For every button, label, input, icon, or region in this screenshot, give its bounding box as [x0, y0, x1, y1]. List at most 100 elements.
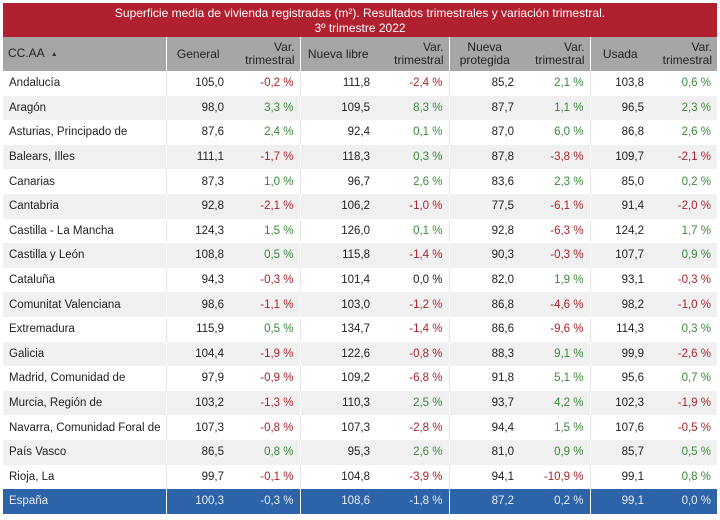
- usada-var: 0,5 %: [650, 439, 717, 465]
- column-header-var-nueva-libre[interactable]: Var. trimestral: [376, 37, 449, 71]
- general-var: -1,9 %: [230, 341, 300, 367]
- nueva-protegida-value: 88,3: [448, 341, 520, 367]
- nueva-libre-value: 101,4: [299, 267, 376, 293]
- usada-var: 0,8 %: [650, 464, 717, 490]
- usada-value: 102,3: [589, 390, 650, 416]
- table-row: Galicia 104,4 -1,9 % 122,6 -0,8 % 88,3 9,1 % 99…: [3, 341, 717, 367]
- nueva-protegida-var: 0,2 %: [520, 489, 590, 514]
- general-value: 86,5: [165, 439, 230, 465]
- nueva-protegida-value: 87,2: [448, 489, 520, 514]
- usada-var: 0,6 %: [650, 71, 717, 96]
- column-header-var-nueva-protegida[interactable]: Var. trimestral: [520, 37, 590, 71]
- region-name: Navarra, Comunidad Foral de: [3, 415, 166, 440]
- general-var: -0,3 %: [230, 489, 300, 514]
- usada-var: 2,3 %: [650, 95, 717, 121]
- table-row: Murcia, Región de 103,2 -1,3 % 110,3 2,5 % 93…: [3, 390, 717, 416]
- column-header-general[interactable]: General: [165, 37, 230, 71]
- nueva-protegida-var: 1,9 %: [520, 267, 590, 293]
- region-name: Aragón: [3, 95, 166, 121]
- nueva-libre-value: 107,3: [299, 415, 376, 440]
- header-row: CC.AA ▲ General Var. trimestral Nueva lib…: [3, 37, 717, 71]
- nueva-libre-var: -1,4 %: [376, 316, 449, 342]
- nueva-protegida-var: 1,5 %: [520, 415, 590, 440]
- table-row: Andalucía 105,0 -0,2 % 111,8 -2,4 % 85,2 2,1 %…: [3, 71, 717, 96]
- usada-var: 0,0 %: [650, 489, 717, 514]
- general-var: -0,2 %: [230, 71, 300, 96]
- nueva-protegida-value: 87,8: [448, 144, 520, 170]
- table-row: País Vasco 86,5 0,8 % 95,3 2,6 % 81,0 0,9 % 85,…: [3, 439, 717, 465]
- header-line: Var.: [423, 40, 444, 54]
- nueva-protegida-var: -3,8 %: [520, 144, 590, 170]
- nueva-protegida-value: 92,8: [448, 218, 520, 244]
- table-row: Castilla y León 108,8 0,5 % 115,8 -1,4 % 90,3…: [3, 243, 717, 268]
- usada-value: 91,4: [589, 193, 650, 219]
- usada-value: 107,6: [589, 415, 650, 440]
- region-name: Galicia: [3, 341, 166, 367]
- region-name: Canarias: [3, 169, 166, 194]
- column-header-nueva-libre[interactable]: Nueva libre: [299, 37, 376, 71]
- column-header-ccaa-label: CC.AA: [8, 46, 45, 60]
- region-name: Comunitat Valenciana: [3, 292, 166, 317]
- nueva-protegida-var: -6,3 %: [520, 218, 590, 244]
- column-header-var-usada[interactable]: Var. trimestral: [650, 37, 717, 71]
- nueva-libre-var: 0,3 %: [376, 144, 449, 170]
- nueva-protegida-var: -6,1 %: [520, 193, 590, 219]
- nueva-protegida-var: 2,1 %: [520, 71, 590, 96]
- header-line: protegida: [459, 53, 510, 67]
- region-name: Asturias, Principado de: [3, 120, 166, 145]
- region-name: Madrid, Comunidad de: [3, 366, 166, 391]
- column-header-ccaa[interactable]: CC.AA ▲: [3, 37, 166, 71]
- column-header-var-general[interactable]: Var. trimestral: [230, 37, 300, 71]
- nueva-protegida-var: 9,1 %: [520, 341, 590, 367]
- general-value: 124,3: [165, 218, 230, 244]
- nueva-protegida-value: 90,3: [448, 243, 520, 268]
- usada-value: 99,9: [589, 341, 650, 367]
- header-line: Var.: [564, 40, 585, 54]
- nueva-libre-var: -2,4 %: [376, 71, 449, 96]
- region-name: Extremadura: [3, 316, 166, 342]
- header-line: Var.: [274, 40, 295, 54]
- usada-value: 85,0: [589, 169, 650, 194]
- nueva-libre-value: 92,4: [299, 120, 376, 145]
- table-row: Comunitat Valenciana 98,6 -1,1 % 103,0 -1,2 …: [3, 292, 717, 317]
- general-var: -0,1 %: [230, 464, 300, 490]
- general-var: -0,3 %: [230, 267, 300, 293]
- nueva-libre-var: -1,4 %: [376, 243, 449, 268]
- column-header-usada[interactable]: Usada: [589, 37, 650, 71]
- nueva-libre-var: 0,1 %: [376, 218, 449, 244]
- usada-var: -2,6 %: [650, 341, 717, 367]
- region-name: Castilla - La Mancha: [3, 218, 166, 244]
- region-name: País Vasco: [3, 439, 166, 465]
- general-var: 2,4 %: [230, 120, 300, 145]
- usada-value: 99,1: [589, 464, 650, 490]
- nueva-libre-value: 109,5: [299, 95, 376, 121]
- nueva-libre-var: 0,1 %: [376, 120, 449, 145]
- general-value: 99,7: [165, 464, 230, 490]
- sort-ascending-icon[interactable]: ▲: [50, 51, 58, 58]
- general-var: -1,3 %: [230, 390, 300, 416]
- column-header-nueva-protegida[interactable]: Nueva protegida: [448, 37, 520, 71]
- usada-value: 98,2: [589, 292, 650, 317]
- table-row: Asturias, Principado de 87,6 2,4 % 92,4 0,1 …: [3, 120, 717, 145]
- general-var: -1,7 %: [230, 144, 300, 170]
- usada-value: 109,7: [589, 144, 650, 170]
- usada-value: 107,7: [589, 243, 650, 268]
- nueva-libre-var: -2,8 %: [376, 415, 449, 440]
- nueva-libre-value: 118,3: [299, 144, 376, 170]
- usada-var: -2,0 %: [650, 193, 717, 219]
- general-value: 105,0: [165, 71, 230, 96]
- usada-var: 1,7 %: [650, 218, 717, 244]
- usada-var: 0,2 %: [650, 169, 717, 194]
- usada-var: -0,3 %: [650, 267, 717, 293]
- nueva-libre-var: -3,9 %: [376, 464, 449, 490]
- region-name: Castilla y León: [3, 243, 166, 268]
- nueva-protegida-var: -9,6 %: [520, 316, 590, 342]
- general-value: 104,4: [165, 341, 230, 367]
- nueva-protegida-value: 94,1: [448, 464, 520, 490]
- nueva-libre-var: 2,6 %: [376, 169, 449, 194]
- nueva-protegida-var: -4,6 %: [520, 292, 590, 317]
- general-var: 3,3 %: [230, 95, 300, 121]
- usada-var: -0,5 %: [650, 415, 717, 440]
- nueva-libre-value: 111,8: [299, 71, 376, 96]
- usada-var: 2,6 %: [650, 120, 717, 145]
